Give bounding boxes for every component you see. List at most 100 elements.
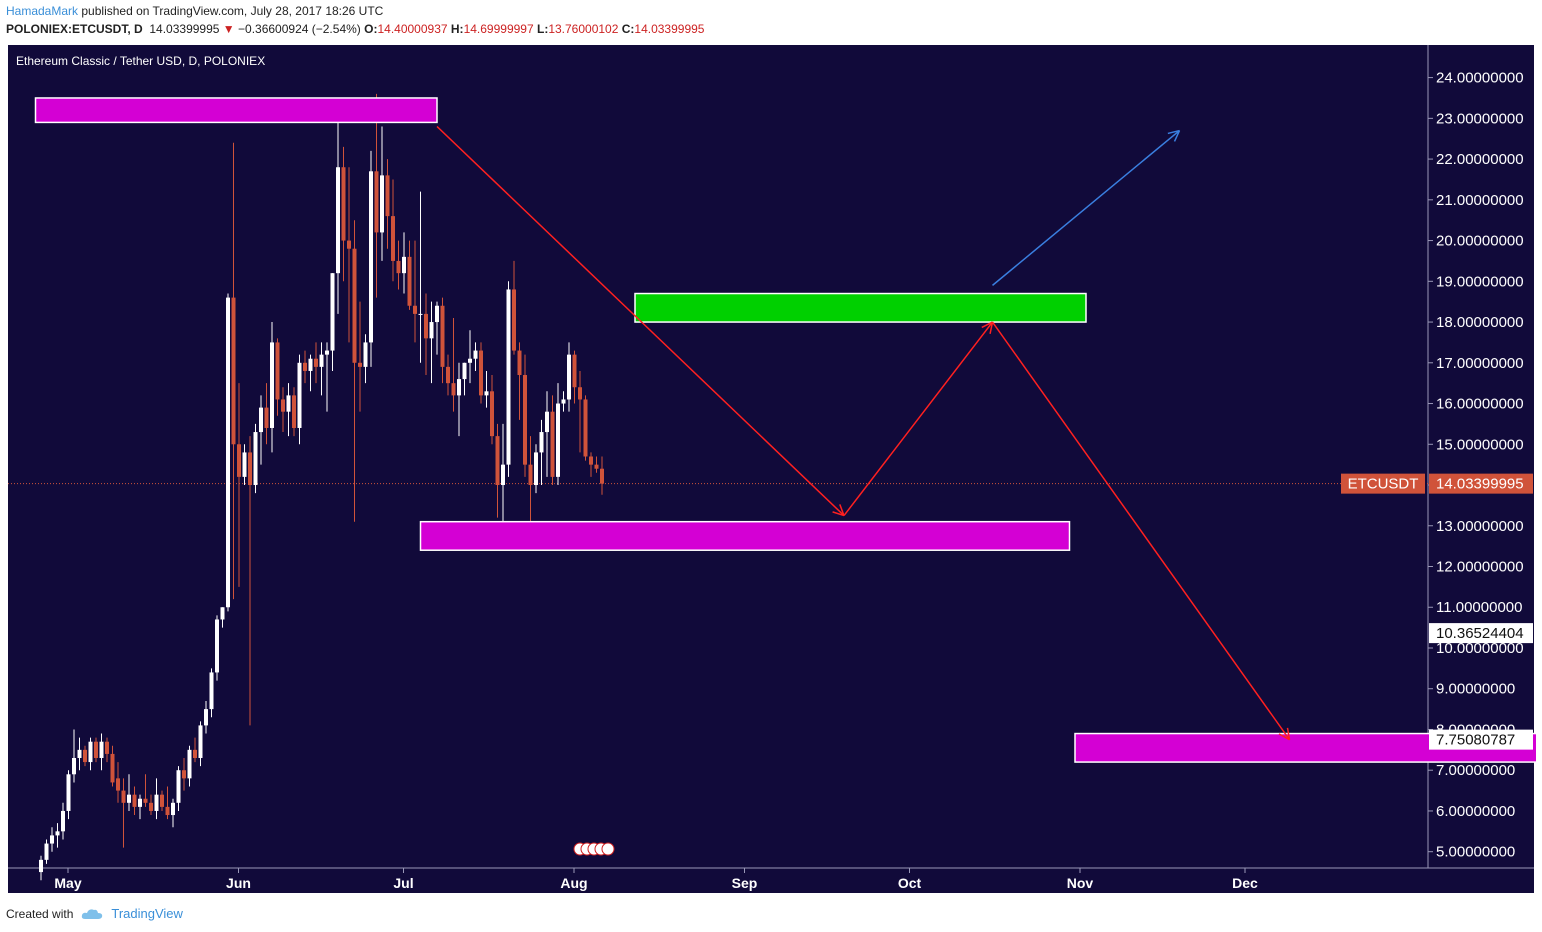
candle-body bbox=[600, 468, 604, 484]
candle-body bbox=[154, 794, 159, 811]
candle-body bbox=[380, 175, 384, 233]
candle-body bbox=[572, 354, 577, 388]
open-label: O: bbox=[364, 22, 378, 36]
candle-body bbox=[297, 362, 302, 428]
close-label: C: bbox=[621, 22, 635, 36]
candle-body bbox=[473, 350, 478, 359]
y-tick-label: 20.00000000 bbox=[1436, 233, 1524, 250]
arrow-head bbox=[981, 321, 993, 329]
trend-arrow bbox=[991, 321, 1291, 741]
candle-body bbox=[468, 358, 472, 363]
arrow-head bbox=[839, 504, 845, 516]
candle-body bbox=[484, 391, 489, 396]
candle-body bbox=[435, 305, 439, 323]
candle-body bbox=[193, 749, 197, 758]
candle-body bbox=[275, 342, 280, 400]
candle-body bbox=[55, 831, 60, 836]
open-value: 14.40000937 bbox=[377, 22, 448, 36]
candle-body bbox=[292, 395, 296, 428]
candle-body bbox=[517, 350, 522, 376]
author-link[interactable]: HamadaMark bbox=[6, 4, 79, 18]
candle-body bbox=[501, 464, 505, 486]
candle-body bbox=[319, 354, 324, 367]
price-change: −0.36600924 (−2.54%) bbox=[238, 22, 361, 36]
arrow-head bbox=[1173, 130, 1181, 142]
candle-body bbox=[149, 802, 153, 811]
y-tick-label: 13.00000000 bbox=[1436, 518, 1524, 535]
tradingview-link[interactable]: TradingView bbox=[111, 906, 183, 921]
candle-body bbox=[451, 383, 456, 396]
candle-body bbox=[209, 672, 214, 710]
y-tick-label: 11.00000000 bbox=[1436, 599, 1522, 616]
candle-body bbox=[187, 749, 192, 779]
candle-body bbox=[545, 411, 549, 433]
price-tag-text: 7.75080787 bbox=[1436, 732, 1515, 749]
candle-body bbox=[61, 810, 65, 832]
price-chart[interactable]: Ethereum Classic / Tether USD, D, POLONI… bbox=[6, 43, 1536, 895]
x-tick-label: Aug bbox=[560, 875, 587, 891]
y-tick-label: 7.00000000 bbox=[1436, 762, 1515, 779]
candle-body bbox=[72, 757, 76, 775]
candle-body bbox=[396, 260, 401, 274]
candle-body bbox=[66, 774, 71, 811]
arrow-head bbox=[1286, 727, 1291, 740]
candle-body bbox=[143, 798, 148, 803]
candle-body bbox=[226, 297, 230, 608]
candle-body bbox=[270, 342, 274, 428]
y-tick-label: 12.00000000 bbox=[1436, 559, 1524, 576]
arrow-head bbox=[1167, 129, 1180, 135]
candle-body bbox=[44, 843, 49, 860]
candle-body bbox=[479, 350, 483, 396]
candle-body bbox=[182, 770, 186, 779]
candle-body bbox=[325, 350, 329, 355]
candle-body bbox=[132, 794, 137, 807]
candle-body bbox=[110, 753, 115, 783]
candle-body bbox=[418, 313, 423, 315]
zone-rectangle bbox=[34, 97, 438, 124]
candle-body bbox=[39, 859, 43, 873]
candle-body bbox=[127, 794, 131, 803]
candle-body bbox=[457, 379, 461, 396]
candle-body bbox=[534, 452, 538, 486]
candle-body bbox=[220, 607, 225, 620]
candle-body bbox=[171, 802, 175, 816]
candle-body bbox=[286, 395, 291, 412]
y-tick-label: 9.00000000 bbox=[1436, 681, 1515, 698]
candle-body bbox=[94, 741, 98, 758]
candle-body bbox=[330, 273, 335, 351]
y-tick-label: 18.00000000 bbox=[1436, 314, 1524, 331]
candle-body bbox=[99, 741, 104, 758]
candle-body bbox=[281, 399, 285, 412]
price-tag-text: 10.36524404 bbox=[1436, 625, 1524, 642]
last-price-tag-text: 14.03399995 bbox=[1436, 476, 1524, 493]
candle-body bbox=[407, 256, 412, 306]
candle-body bbox=[347, 240, 351, 249]
candle-body bbox=[556, 403, 560, 477]
candle-body bbox=[160, 794, 164, 807]
last-price-tag bbox=[1429, 473, 1533, 494]
candle-body bbox=[77, 749, 82, 758]
candle-body bbox=[259, 407, 263, 433]
last-price: 14.03399995 bbox=[149, 22, 220, 36]
chart-container[interactable]: Ethereum Classic / Tether USD, D, POLONI… bbox=[6, 43, 1536, 895]
x-tick-label: Jul bbox=[393, 875, 413, 891]
candle-body bbox=[116, 778, 120, 791]
candle-body bbox=[165, 806, 170, 816]
footer: Created with TradingView bbox=[6, 906, 183, 921]
candle-body bbox=[176, 770, 181, 803]
candle-body bbox=[402, 256, 406, 274]
x-tick-label: Jun bbox=[226, 875, 251, 891]
ohlc-bar: POLONIEX:ETCUSDT, D 14.03399995 ▼ −0.366… bbox=[6, 22, 704, 36]
candle-body bbox=[121, 790, 126, 803]
y-tick-label: 6.00000000 bbox=[1436, 803, 1515, 820]
symbol-label: POLONIEX:ETCUSDT, D bbox=[6, 22, 143, 36]
candle-body bbox=[303, 362, 307, 371]
y-tick-label: 17.00000000 bbox=[1436, 355, 1524, 372]
candle-body bbox=[50, 835, 54, 844]
candle-body bbox=[248, 452, 252, 486]
low-label: L: bbox=[536, 22, 549, 36]
publish-info: HamadaMark published on TradingView.com,… bbox=[6, 4, 383, 18]
candle-body bbox=[583, 399, 588, 457]
candle-body bbox=[83, 749, 87, 763]
y-tick-label: 23.00000000 bbox=[1436, 110, 1524, 127]
